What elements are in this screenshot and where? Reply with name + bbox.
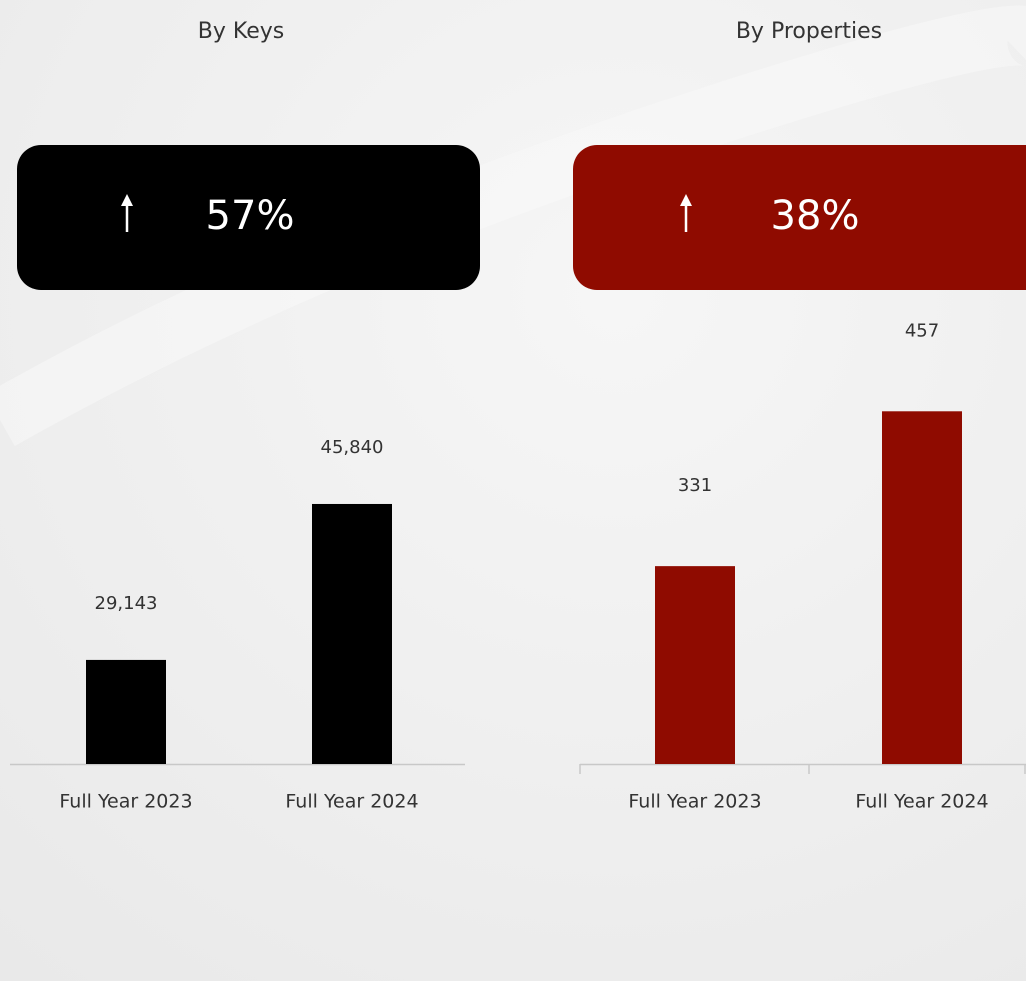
- badge: [573, 145, 1026, 290]
- chart-title: By Properties: [736, 19, 882, 44]
- badge: [17, 145, 480, 290]
- x-tick-label: Full Year 2023: [59, 791, 192, 813]
- arrow-head: [121, 194, 133, 206]
- badge-text: 57%: [206, 193, 295, 239]
- value-label: 29,143: [95, 593, 158, 614]
- value-label: 457: [905, 320, 939, 341]
- bar: [655, 566, 735, 764]
- badge-text: 38%: [771, 193, 860, 239]
- decor: [0, 5, 1026, 447]
- bar: [312, 503, 392, 764]
- x-tick-label: Full Year 2024: [285, 791, 418, 813]
- x-tick-label: Full Year 2023: [628, 791, 761, 813]
- chart-title: By Keys: [198, 19, 284, 44]
- arrow-head: [680, 194, 692, 206]
- x-tick-label: Full Year 2024: [855, 791, 988, 813]
- value-label: 45,840: [321, 437, 384, 458]
- value-label: 331: [678, 475, 712, 496]
- bar: [86, 659, 166, 764]
- bar: [882, 411, 962, 764]
